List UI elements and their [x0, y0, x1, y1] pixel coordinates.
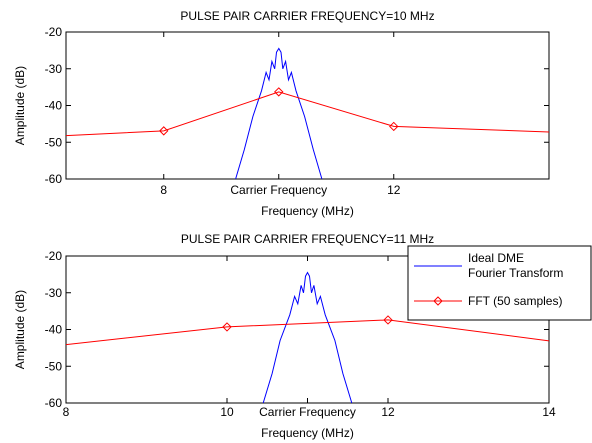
x-tick-label: Carrier Frequency	[259, 405, 356, 419]
dme-spectrum-line	[235, 47, 323, 179]
x-tick-label: 10	[220, 405, 234, 419]
legend-box	[407, 245, 592, 321]
y-tick-label: -50	[45, 135, 63, 149]
x-axis-label: Frequency (MHz)	[261, 426, 354, 440]
fft-point	[274, 87, 284, 97]
chart-title: PULSE PAIR CARRIER FREQUENCY=10 MHz	[180, 9, 434, 23]
y-tick-label: -40	[45, 323, 63, 337]
legend-marker	[433, 296, 443, 306]
y-tick-label: -20	[45, 25, 63, 39]
fft-line	[66, 91, 549, 137]
x-axis-label: Frequency (MHz)	[261, 204, 354, 218]
plot-area	[65, 31, 550, 180]
x-tick-label: 8	[160, 183, 167, 197]
y-axis-label: Amplitude (dB)	[13, 66, 27, 145]
fft-point	[159, 126, 169, 136]
legend-label: Ideal DME	[468, 251, 524, 265]
y-axis-label: Amplitude (dB)	[13, 290, 27, 369]
fft-line	[66, 319, 549, 346]
y-tick-label: -60	[45, 172, 63, 186]
x-tick-label: 8	[63, 405, 70, 419]
fft-point	[389, 121, 399, 132]
legend-label: Fourier Transform	[468, 266, 563, 280]
y-tick-label: -60	[45, 396, 63, 410]
fft-point	[222, 322, 232, 332]
y-tick-label: -20	[45, 249, 63, 263]
x-tick-label: 12	[381, 405, 395, 419]
y-tick-label: -30	[45, 286, 63, 300]
x-tick-label: 12	[387, 183, 401, 197]
plot-series	[66, 47, 549, 179]
y-tick-label: -50	[45, 359, 63, 373]
plot-series	[66, 271, 549, 403]
dme-spectrum-line	[262, 271, 353, 403]
chart-top: PULSE PAIR CARRIER FREQUENCY=10 MHz -20 -3…	[13, 9, 550, 218]
y-tick-label: -30	[45, 62, 63, 76]
chart-title: PULSE PAIR CARRIER FREQUENCY=11 MHz	[181, 232, 434, 246]
legend-label: FFT (50 samples)	[468, 294, 562, 308]
x-tick-label: 14	[542, 405, 556, 419]
y-tick-label: -40	[45, 99, 63, 113]
fft-point	[383, 315, 393, 325]
x-tick-label: Carrier Frequency	[230, 183, 327, 197]
chart-bottom: PULSE PAIR CARRIER FREQUENCY=11 MHz -20 -3…	[13, 232, 592, 440]
